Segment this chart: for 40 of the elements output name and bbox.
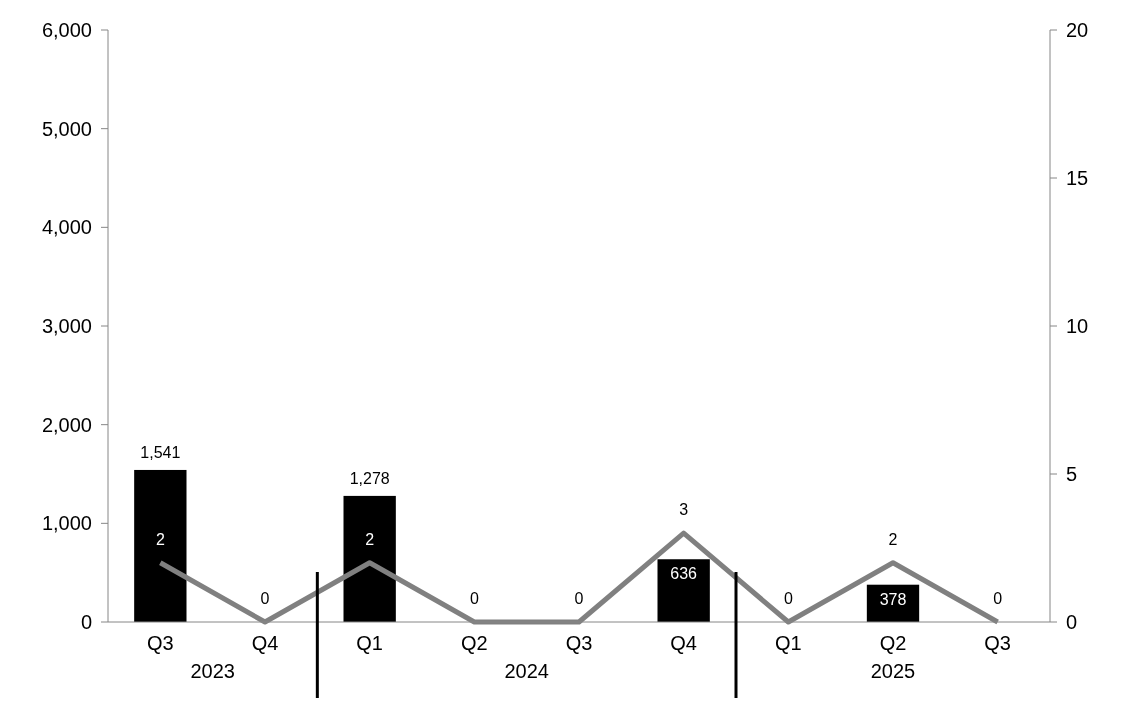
text: 2024 [504, 660, 549, 682]
y-tick-label: 5,000 [41, 117, 92, 140]
text: 2025 [870, 660, 916, 682]
data-label: 3 [679, 501, 689, 519]
data-label: 1,541 [140, 443, 181, 461]
data-label: 0 [260, 590, 270, 607]
y2-tick-label: 15 [1066, 167, 1089, 189]
data-label: 0 [469, 590, 479, 607]
data-label: 636 [670, 565, 698, 583]
y2-tick-label: 5 [1066, 463, 1078, 485]
x-tick-label: Q3 [565, 632, 593, 654]
data-label: 378 [879, 590, 907, 608]
y-tick-label: 3,000 [41, 315, 92, 337]
y2-tick-label: 0 [1066, 611, 1078, 633]
x-tick-label: Q1 [356, 632, 384, 654]
y-tick-label: 6,000 [41, 19, 92, 41]
data-label: 1,278 [349, 469, 390, 487]
y-tick-label: 1,000 [41, 512, 92, 535]
x-tick-label: Q4 [670, 632, 698, 654]
y-tick-label: 4,000 [41, 216, 92, 239]
data-label: 0 [574, 590, 584, 607]
x-tick-label: Q1 [774, 632, 802, 654]
x-tick-label: Q2 [460, 632, 488, 654]
x-tick-label: Q3 [146, 632, 174, 654]
data-label: 2 [888, 530, 898, 548]
y2-tick-label: 10 [1066, 315, 1089, 337]
x-tick-label: Q4 [251, 632, 279, 654]
bar [657, 559, 710, 622]
y-tick-label: 2,000 [41, 413, 92, 436]
x-tick-label: Q2 [879, 632, 907, 654]
data-label: 2 [365, 530, 375, 548]
x-tick-label: Q3 [984, 632, 1012, 654]
text: 2023 [190, 660, 235, 682]
data-label: 2 [155, 530, 165, 548]
bar [134, 469, 187, 622]
y2-tick-label: 20 [1066, 19, 1089, 41]
data-label: 0 [783, 590, 793, 607]
data-label: 0 [993, 590, 1003, 607]
y-tick-label: 0 [80, 611, 92, 633]
bar [343, 495, 396, 622]
